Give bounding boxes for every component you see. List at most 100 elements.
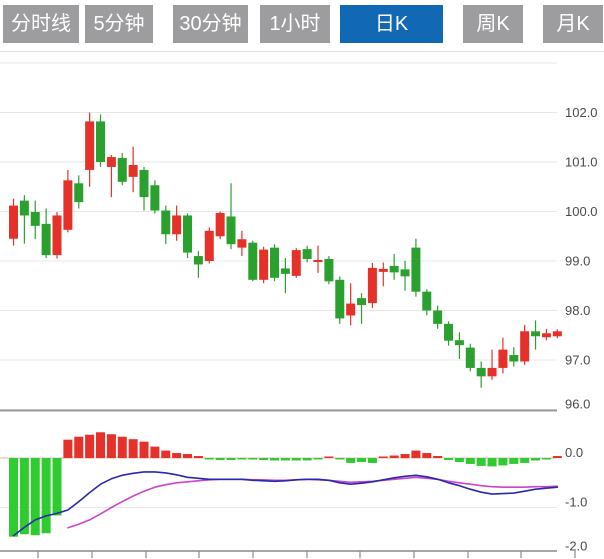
macd-bar <box>444 458 454 460</box>
candle <box>85 121 95 170</box>
candle <box>270 247 280 278</box>
macd-histogram <box>9 432 562 537</box>
candle <box>313 260 323 262</box>
candle <box>465 347 475 368</box>
macd-bar <box>552 456 562 458</box>
macd-bar <box>324 456 334 458</box>
macd-bar <box>259 458 269 460</box>
macd-bar <box>117 436 127 458</box>
candle <box>259 249 269 280</box>
macd-bar <box>41 458 51 534</box>
macd-bar <box>52 458 62 516</box>
macd-bar <box>96 432 106 458</box>
candle <box>531 331 541 337</box>
candle <box>498 349 508 368</box>
candle <box>487 367 497 377</box>
macd-bar <box>509 458 519 464</box>
candle <box>324 259 334 282</box>
candle <box>444 323 454 341</box>
candle <box>302 249 312 260</box>
macd-bar <box>335 458 345 460</box>
macd-bar <box>465 458 475 464</box>
candle <box>509 355 519 362</box>
candle <box>552 331 562 337</box>
svg-text:100.0: 100.0 <box>565 204 598 219</box>
candle <box>183 215 193 253</box>
candle <box>346 303 356 316</box>
macd-bar <box>150 446 160 458</box>
macd-bar <box>313 458 323 460</box>
candle <box>389 265 399 273</box>
candle <box>541 333 551 338</box>
macd-bar <box>270 458 280 461</box>
svg-text:96.0: 96.0 <box>565 397 590 412</box>
candle <box>30 211 40 226</box>
tab-1hour[interactable]: 1小时 <box>260 5 330 43</box>
macd-bar <box>454 458 464 462</box>
candle <box>96 121 106 162</box>
candle <box>74 183 84 203</box>
tab-5min[interactable]: 5分钟 <box>85 5 153 43</box>
tab-30min[interactable]: 30分钟 <box>173 5 248 43</box>
macd-bar <box>389 455 399 458</box>
candle <box>291 250 301 276</box>
candle <box>150 185 160 211</box>
time-axis-ticks <box>37 551 576 558</box>
macd-bar <box>520 458 530 463</box>
macd-bar <box>183 454 193 458</box>
candle <box>367 267 377 304</box>
candle <box>204 230 214 261</box>
macd-bar <box>74 436 84 458</box>
candle <box>106 157 116 167</box>
svg-text:97.0: 97.0 <box>565 353 590 368</box>
tab-weekly-k[interactable]: 周K <box>463 5 523 43</box>
candle <box>226 216 236 245</box>
candle <box>128 164 138 177</box>
macd-bar <box>9 458 18 537</box>
candle <box>357 298 367 306</box>
svg-text:-2.0: -2.0 <box>565 539 587 554</box>
macd-bar <box>85 434 95 458</box>
tab-timeline[interactable]: 分时线 <box>3 5 79 43</box>
candle <box>172 215 182 235</box>
tab-monthly-k[interactable]: 月K <box>543 5 603 43</box>
macd-bar <box>531 458 541 461</box>
candle <box>63 180 73 230</box>
macd-bar <box>367 458 377 463</box>
candle <box>139 169 149 198</box>
macd-bar <box>487 458 497 467</box>
macd-bar <box>30 458 40 536</box>
macd-bar <box>357 458 367 462</box>
period-tab-bar: 分时线 5分钟 30分钟 1小时 日K 周K 月K <box>0 0 604 51</box>
candle <box>454 340 464 346</box>
candle <box>19 200 29 216</box>
candle <box>378 268 388 272</box>
candle <box>248 242 258 280</box>
macd-bar <box>541 458 551 460</box>
macd-bar <box>193 456 203 458</box>
macd-bar <box>433 456 443 458</box>
macd-bar <box>237 458 247 460</box>
candle <box>41 223 51 256</box>
macd-bar <box>19 458 29 535</box>
candles <box>9 112 562 388</box>
macd-bar <box>280 458 290 461</box>
candle <box>335 279 345 319</box>
tab-daily-k[interactable]: 日K <box>340 5 443 43</box>
svg-text:98.0: 98.0 <box>565 303 590 318</box>
macd-bar <box>204 458 214 460</box>
macd-bar <box>302 458 312 461</box>
macd-bar <box>346 458 356 463</box>
candle <box>433 310 443 324</box>
svg-text:102.0: 102.0 <box>565 105 598 120</box>
candle <box>476 367 486 377</box>
dea-line <box>67 476 559 529</box>
macd-bar <box>422 453 432 458</box>
macd-bar <box>63 439 73 458</box>
svg-text:-1.0: -1.0 <box>565 495 587 510</box>
macd-bar <box>476 458 486 466</box>
macd-bar <box>498 458 508 466</box>
macd-bar <box>215 458 225 460</box>
